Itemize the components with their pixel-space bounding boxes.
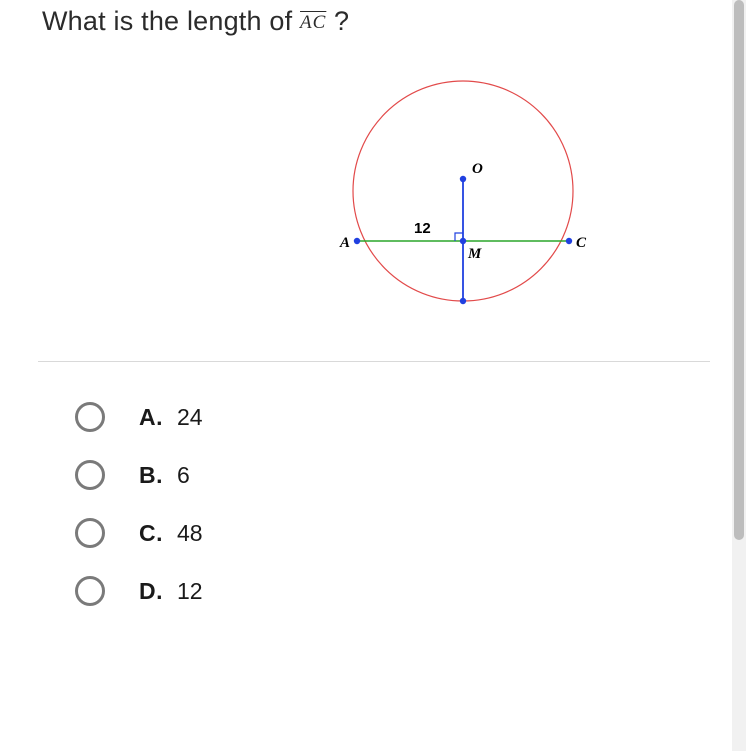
- scrollbar-thumb[interactable]: [734, 0, 744, 540]
- radio-icon[interactable]: [75, 460, 105, 490]
- svg-text:O: O: [472, 161, 483, 177]
- radio-icon[interactable]: [75, 518, 105, 548]
- svg-text:C: C: [576, 235, 587, 251]
- option-value: 24: [177, 404, 203, 431]
- question-variable: AC: [300, 12, 326, 33]
- radio-icon[interactable]: [75, 576, 105, 606]
- scrollbar-track[interactable]: [732, 0, 746, 751]
- question-text: What is the length of AC ?: [0, 0, 711, 37]
- radio-icon[interactable]: [75, 402, 105, 432]
- question-prefix: What is the length of: [42, 6, 300, 36]
- svg-text:A: A: [339, 235, 350, 251]
- option-letter: D.: [139, 578, 167, 605]
- option-letter: B.: [139, 462, 167, 489]
- option-value: 6: [177, 462, 190, 489]
- option-letter: C.: [139, 520, 167, 547]
- content-area: What is the length of AC ? OACM12 A. 24 …: [0, 0, 711, 751]
- diagram-svg: O A C M 12: [250, 61, 650, 341]
- option-c[interactable]: C. 48: [75, 518, 711, 548]
- option-letter: A.: [139, 404, 167, 431]
- option-value: 12: [177, 578, 203, 605]
- option-value: 48: [177, 520, 203, 547]
- svg-text:12: 12: [414, 220, 431, 237]
- svg-text:M: M: [467, 246, 482, 262]
- geometry-diagram: O A C M 12: [0, 61, 711, 361]
- option-a[interactable]: A. 24: [75, 402, 711, 432]
- question-suffix: ?: [334, 6, 349, 36]
- options-list: A. 24 B. 6 C. 48 D. 12: [0, 362, 711, 606]
- option-b[interactable]: B. 6: [75, 460, 711, 490]
- option-d[interactable]: D. 12: [75, 576, 711, 606]
